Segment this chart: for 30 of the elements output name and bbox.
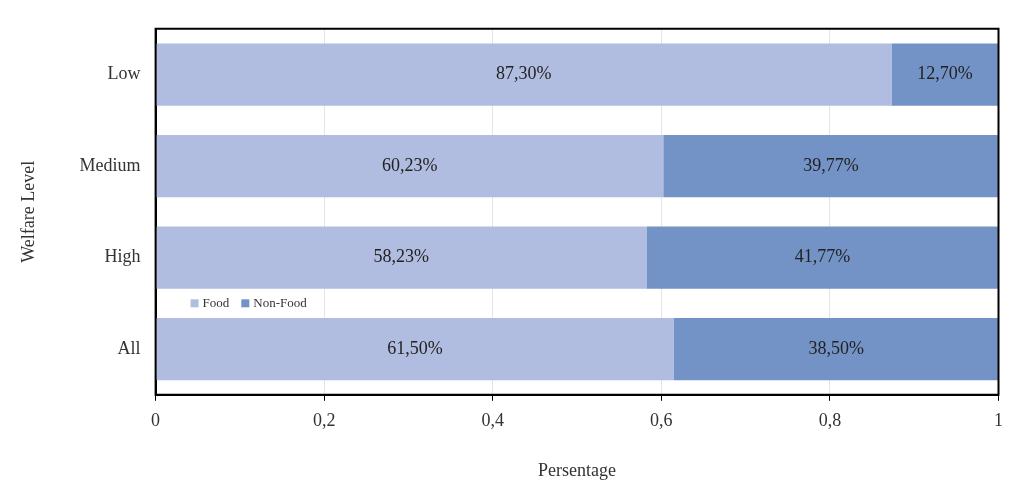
y-tick-label: Low (107, 63, 141, 84)
legend-label: Non-Food (253, 294, 308, 310)
x-tick-label: 0 (151, 410, 161, 431)
x-tick-label: 0,2 (312, 410, 336, 431)
x-tick-label: 0,6 (650, 410, 673, 431)
y-tick-label: Medium (79, 154, 141, 175)
legend-label: Food (202, 294, 230, 310)
x-tick-label: 0,8 (818, 410, 842, 431)
data-label: 58,23% (373, 246, 430, 267)
bar (646, 226, 999, 289)
bar (663, 134, 999, 198)
bar (156, 317, 674, 381)
x-tick-label: 1 (994, 410, 1003, 431)
data-label: 39,77% (803, 154, 859, 175)
bar (156, 226, 647, 289)
y-tick-label: High (104, 246, 141, 267)
x-tick-label: 0,4 (481, 410, 505, 431)
bar (673, 317, 999, 381)
y-tick-label: All (117, 337, 141, 358)
data-label: 87,30% (496, 63, 552, 84)
data-label: 38,50% (808, 337, 864, 358)
data-label: 61,50% (387, 337, 443, 358)
data-label: 60,23% (381, 154, 438, 175)
bar (156, 134, 664, 198)
data-label: 12,70% (917, 63, 973, 84)
x-axis-title: Persentage (538, 459, 617, 480)
bar (891, 43, 999, 106)
y-axis-title: Welfare Level (17, 160, 38, 263)
bar (156, 43, 892, 106)
data-label: 41,77% (794, 246, 851, 267)
